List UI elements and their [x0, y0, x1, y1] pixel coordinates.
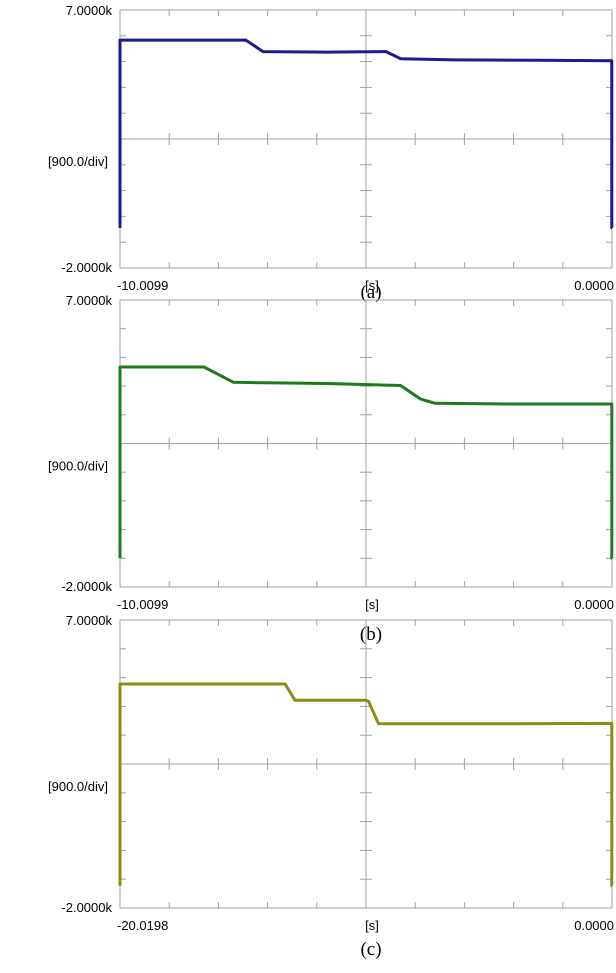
x-left-label: -10.0099 — [117, 278, 168, 293]
y-scale-label: [900.0/div] — [48, 459, 108, 474]
series-line — [118, 682, 614, 888]
chart-panel-3: 7.0000k -2.0000k [900.0/div] -20.0198 [s] 0.0… — [48, 613, 614, 960]
x-unit-label: [s] — [365, 918, 379, 933]
y-top-label: 7.0000k — [66, 3, 113, 18]
y-bottom-label: -2.0000k — [61, 260, 112, 275]
x-right-label: 0.0000 — [574, 278, 614, 293]
x-left-label: -20.0198 — [117, 918, 168, 933]
series-line — [118, 365, 614, 560]
panel-caption: (b) — [360, 624, 382, 645]
x-left-label: -10.0099 — [117, 597, 168, 612]
y-top-label: 7.0000k — [66, 293, 113, 308]
series-line — [118, 38, 614, 230]
x-right-label: 0.0000 — [574, 918, 614, 933]
x-unit-label: [s] — [365, 597, 379, 612]
x-right-label: 0.0000 — [574, 597, 614, 612]
y-top-label: 7.0000k — [66, 613, 113, 628]
panel-caption: (c) — [360, 939, 381, 960]
chart-panel-1: 7.0000k -2.0000k [900.0/div] -10.0099 [s] 0.0… — [48, 3, 614, 303]
x-unit-label: [s] — [365, 278, 379, 293]
panel-caption: (a) — [360, 282, 381, 303]
chart-panel-2: 7.0000k -2.0000k [900.0/div] -10.0099 [s] 0.0… — [48, 293, 614, 645]
y-scale-label: [900.0/div] — [48, 154, 108, 169]
y-bottom-label: -2.0000k — [61, 900, 112, 915]
y-bottom-label: -2.0000k — [61, 579, 112, 594]
y-scale-label: [900.0/div] — [48, 779, 108, 794]
